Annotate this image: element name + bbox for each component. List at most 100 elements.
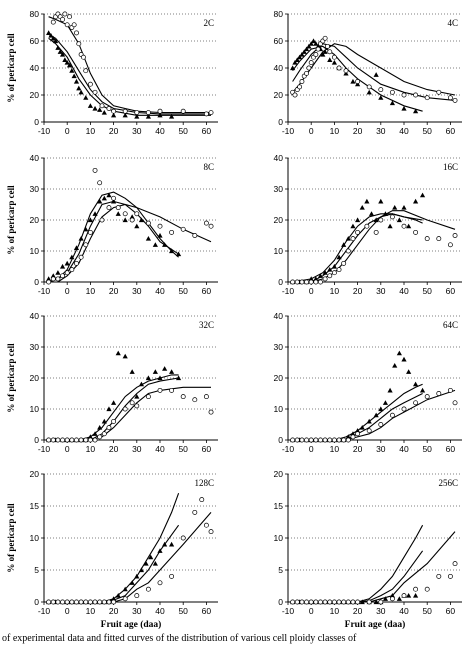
x-tick-label: 20 (109, 606, 119, 616)
data-point-triangle (111, 400, 117, 405)
data-point-triangle (401, 105, 407, 111)
panel-title: 128C (194, 478, 214, 488)
data-point-circle (71, 22, 77, 28)
data-point-circle (60, 16, 66, 22)
x-tick-label: -10 (282, 286, 295, 296)
data-point-triangle (46, 276, 52, 281)
data-point-circle (389, 596, 395, 602)
data-point-triangle (387, 387, 393, 393)
x-tick-label: 40 (399, 126, 409, 136)
data-point-triangle (175, 251, 182, 257)
data-point-triangle (83, 95, 89, 100)
data-point-triangle (106, 192, 112, 198)
y-tick-label: 40 (30, 311, 40, 321)
data-point-circle (413, 586, 419, 592)
data-point-circle (366, 428, 372, 434)
data-point-circle (64, 22, 70, 28)
x-tick-label: 40 (155, 606, 165, 616)
data-point-triangle (169, 114, 175, 119)
y-tick-label: 40 (30, 153, 40, 163)
y-tick-label: 5 (278, 565, 283, 575)
data-point-triangle (97, 107, 103, 112)
data-point-triangle (129, 580, 135, 585)
data-point-circle (345, 599, 351, 605)
data-point-circle (424, 95, 430, 101)
data-point-circle (327, 49, 333, 55)
data-point-circle (55, 437, 61, 443)
data-point-circle (366, 599, 372, 605)
fitted-curve (48, 200, 179, 283)
data-point-triangle (331, 60, 337, 65)
y-tick-label: 40 (274, 311, 284, 321)
data-point-triangle (308, 276, 314, 281)
data-point-circle (50, 437, 56, 443)
x-tick-label: 20 (353, 126, 363, 136)
data-point-circle (341, 599, 347, 605)
data-point-circle (336, 267, 342, 273)
data-point-circle (122, 596, 128, 602)
data-point-triangle (401, 356, 407, 362)
fitted-curve (292, 45, 423, 112)
data-point-triangle (50, 273, 56, 278)
x-tick-label: 10 (86, 286, 96, 296)
x-tick-label: 60 (202, 126, 212, 136)
data-point-circle (294, 279, 300, 285)
data-point-circle (290, 279, 296, 285)
data-point-triangle (87, 103, 93, 108)
data-point-circle (322, 599, 328, 605)
data-point-triangle (373, 412, 379, 418)
data-point-circle (436, 391, 442, 396)
data-point-circle (389, 214, 395, 220)
y-tick-label: 5 (34, 565, 39, 575)
data-point-circle (87, 599, 93, 605)
data-point-circle (203, 220, 209, 226)
x-tick-label: 60 (446, 286, 456, 296)
panel-title: 64C (443, 320, 458, 330)
data-point-circle (111, 108, 117, 114)
y-tick-label: 80 (30, 9, 40, 19)
data-point-circle (46, 599, 52, 605)
x-tick-label: 10 (330, 126, 340, 136)
data-point-triangle (366, 89, 372, 95)
x-tick-label: 0 (65, 286, 70, 296)
data-point-circle (92, 167, 98, 173)
x-tick-label: 0 (309, 126, 314, 136)
y-tick-label: 0 (278, 435, 283, 445)
data-point-circle (115, 205, 121, 211)
x-tick-label: -10 (38, 126, 51, 136)
data-point-triangle (406, 369, 412, 374)
data-point-triangle (145, 114, 151, 119)
data-point-triangle (111, 198, 117, 204)
data-point-circle (304, 599, 310, 605)
data-point-triangle (419, 192, 426, 198)
data-point-circle (306, 65, 312, 71)
data-point-circle (62, 11, 68, 17)
x-tick-label: 30 (132, 444, 142, 454)
data-point-triangle (378, 406, 384, 412)
y-tick-label: 20 (274, 215, 284, 225)
data-point-circle (345, 437, 351, 443)
data-point-triangle (157, 548, 163, 553)
data-point-triangle (306, 43, 312, 49)
data-point-triangle (310, 38, 317, 44)
x-tick-label: 40 (155, 444, 165, 454)
data-point-triangle (413, 381, 419, 387)
data-point-circle (106, 106, 112, 111)
data-point-circle (111, 195, 117, 201)
data-point-triangle (162, 242, 168, 247)
data-point-circle (355, 229, 361, 235)
data-point-circle (447, 573, 453, 579)
y-tick-label: 20 (274, 469, 284, 479)
data-point-circle (157, 387, 163, 393)
data-point-triangle (413, 593, 419, 598)
data-point-circle (447, 242, 453, 248)
data-point-circle (401, 92, 407, 98)
y-tick-label: 80 (274, 9, 284, 19)
data-point-circle (60, 599, 66, 605)
data-point-circle (74, 260, 79, 266)
data-point-circle (157, 108, 163, 114)
data-point-circle (299, 437, 305, 443)
data-point-triangle (157, 112, 163, 118)
